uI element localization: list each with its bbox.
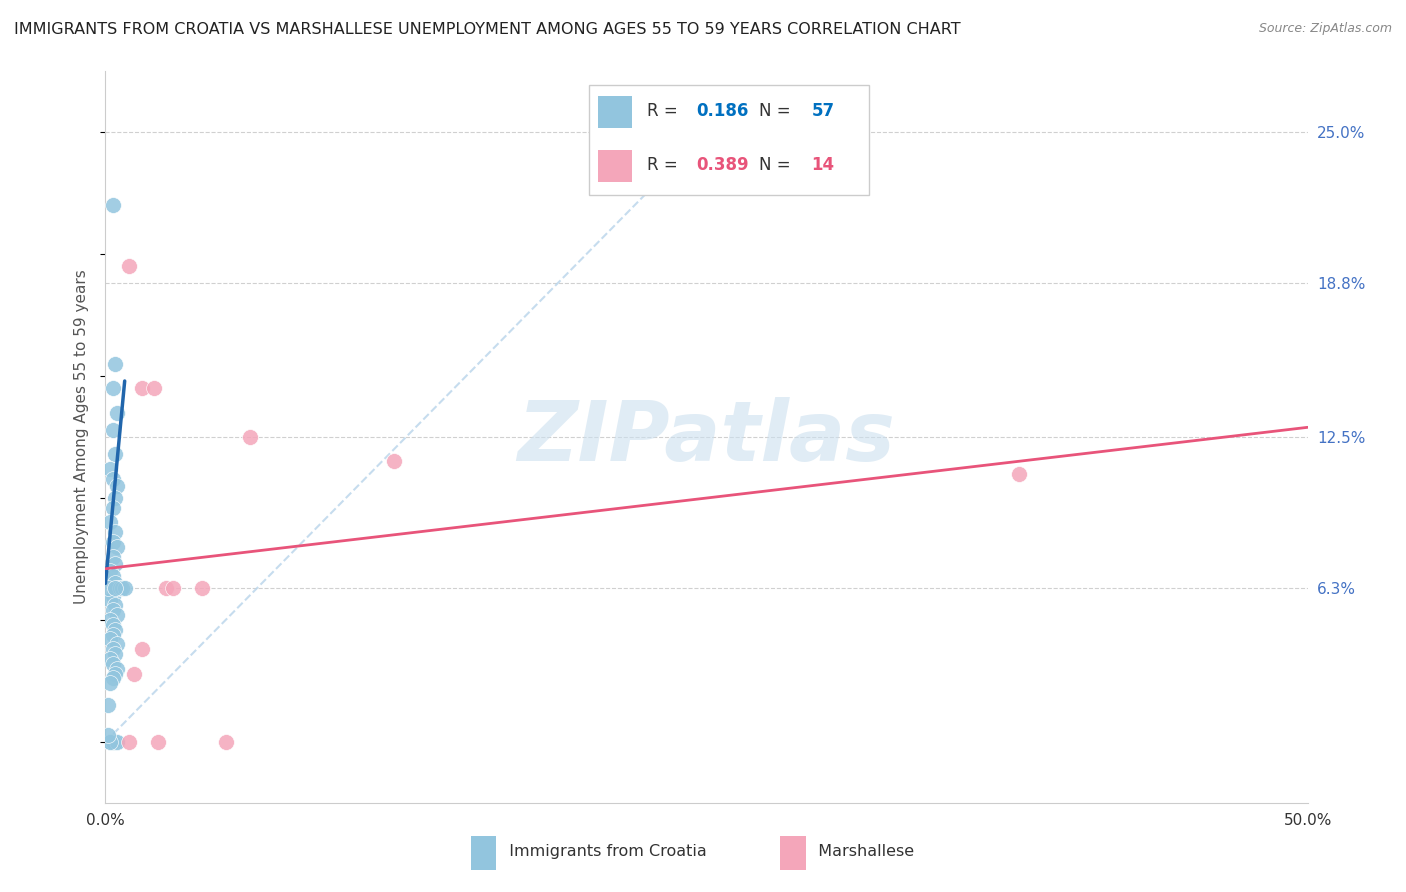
Point <box>104 447 127 461</box>
Point <box>107 540 129 554</box>
Y-axis label: Unemployment Among Ages 55 to 59 years: Unemployment Among Ages 55 to 59 years <box>75 269 90 605</box>
Text: 0.186: 0.186 <box>696 102 748 120</box>
Point <box>101 672 124 686</box>
Point <box>131 642 153 657</box>
Point <box>382 454 405 468</box>
Point <box>190 581 212 595</box>
Point <box>162 581 184 595</box>
Point <box>104 357 127 371</box>
Text: ZIPatlas: ZIPatlas <box>517 397 896 477</box>
Text: N =: N = <box>759 156 796 174</box>
Point <box>98 735 121 749</box>
Point <box>104 581 127 595</box>
Point <box>111 581 134 595</box>
Point <box>107 581 129 595</box>
Point <box>107 637 129 651</box>
Point <box>101 500 124 515</box>
Point <box>98 735 121 749</box>
Point <box>239 430 262 444</box>
Point <box>98 593 121 607</box>
Point <box>98 516 121 530</box>
Text: Immigrants from Croatia: Immigrants from Croatia <box>499 845 707 859</box>
Point <box>101 627 124 641</box>
Point <box>104 666 127 681</box>
Point <box>98 462 121 476</box>
Point <box>131 381 153 395</box>
Point <box>104 735 127 749</box>
Point <box>104 491 127 505</box>
Point <box>98 735 121 749</box>
Text: 57: 57 <box>811 102 835 120</box>
Point <box>107 662 129 676</box>
Point <box>114 581 136 595</box>
Point <box>104 623 127 637</box>
Point <box>148 735 170 749</box>
Point <box>101 735 124 749</box>
Point <box>101 381 124 395</box>
Point <box>101 735 124 749</box>
FancyBboxPatch shape <box>598 151 633 182</box>
Point <box>108 581 131 595</box>
Point <box>101 657 124 671</box>
Point <box>214 735 236 749</box>
Text: N =: N = <box>759 102 796 120</box>
Point <box>107 735 129 749</box>
Point <box>101 535 124 549</box>
Point <box>101 642 124 657</box>
Text: R =: R = <box>647 102 683 120</box>
Point <box>101 549 124 564</box>
Text: 0.389: 0.389 <box>696 156 748 174</box>
Point <box>104 557 127 571</box>
Point <box>107 735 129 749</box>
Point <box>118 260 141 274</box>
Point <box>1008 467 1031 481</box>
Point <box>101 198 124 212</box>
Point <box>97 581 120 595</box>
Point <box>101 603 124 617</box>
Point <box>104 735 127 749</box>
Point <box>101 735 124 749</box>
Text: Source: ZipAtlas.com: Source: ZipAtlas.com <box>1258 22 1392 36</box>
Point <box>97 727 120 741</box>
Point <box>98 676 121 690</box>
Point <box>142 381 165 395</box>
Point <box>104 599 127 613</box>
Point <box>98 632 121 647</box>
Point <box>104 525 127 540</box>
Point <box>104 647 127 661</box>
Point <box>155 581 177 595</box>
Point <box>124 666 146 681</box>
Text: 14: 14 <box>811 156 835 174</box>
FancyBboxPatch shape <box>598 96 633 128</box>
FancyBboxPatch shape <box>589 85 869 194</box>
Point <box>98 613 121 627</box>
Point <box>98 652 121 666</box>
Point <box>98 564 121 578</box>
Text: IMMIGRANTS FROM CROATIA VS MARSHALLESE UNEMPLOYMENT AMONG AGES 55 TO 59 YEARS CO: IMMIGRANTS FROM CROATIA VS MARSHALLESE U… <box>14 22 960 37</box>
Text: R =: R = <box>647 156 683 174</box>
Point <box>101 617 124 632</box>
Point <box>118 735 141 749</box>
Point <box>101 589 124 603</box>
Point <box>101 423 124 437</box>
Point <box>97 698 120 713</box>
Point <box>101 569 124 583</box>
Point <box>107 608 129 623</box>
Point <box>104 576 127 591</box>
Point <box>101 471 124 485</box>
Text: Marshallese: Marshallese <box>808 845 914 859</box>
Point <box>107 479 129 493</box>
Point <box>107 406 129 420</box>
